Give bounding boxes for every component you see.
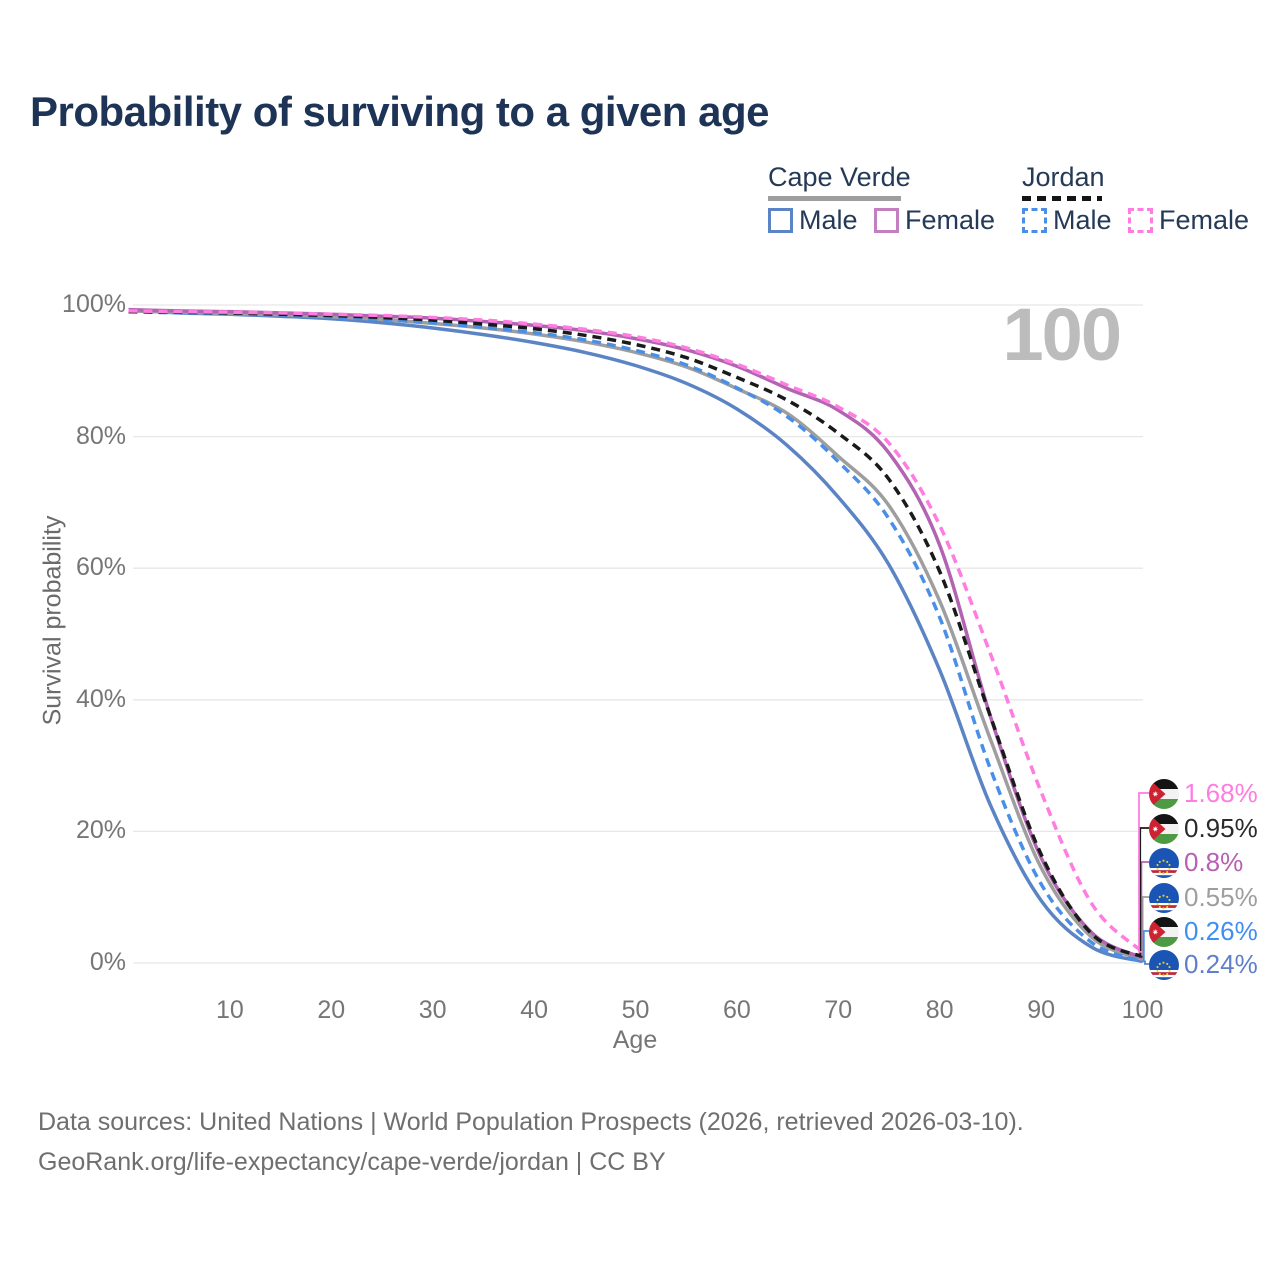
end-label-jordan-female[interactable]: 1.68% xyxy=(1149,778,1258,809)
series-line-jordan-female[interactable] xyxy=(128,309,1144,954)
x-tick-label: 30 xyxy=(418,996,447,1024)
jordan-male-swatch-icon xyxy=(1022,208,1047,233)
end-label-leader-line xyxy=(1138,792,1151,953)
jordan-female-swatch-icon xyxy=(1128,208,1153,233)
y-tick-label: 60% xyxy=(75,553,126,582)
y-tick-label: 100% xyxy=(62,290,126,318)
cape-verde-female-swatch-icon xyxy=(874,208,899,233)
end-label-cape-verde[interactable]: 0.55% xyxy=(1149,882,1258,913)
jordan-flag-icon xyxy=(1149,813,1179,844)
series-line-jordan[interactable] xyxy=(128,309,1144,959)
end-label-jordan-male[interactable]: 0.26% xyxy=(1149,916,1258,947)
end-label-leader-line xyxy=(1139,827,1151,958)
page-title: Probability of surviving to a given age xyxy=(30,88,769,135)
y-tick-label: 20% xyxy=(75,816,126,845)
jordan-flag-icon xyxy=(1149,778,1179,809)
legend-item-jordan-female[interactable]: Female xyxy=(1128,205,1249,236)
x-tick-label: 90 xyxy=(1027,996,1055,1024)
legend-item-label: Female xyxy=(905,205,996,235)
y-tick-label: 40% xyxy=(75,684,126,713)
x-tick-label: 20 xyxy=(317,996,346,1024)
end-label-leader-line xyxy=(1142,930,1151,963)
end-label-cape-verde-male[interactable]: 0.24% xyxy=(1149,949,1258,980)
end-label-value: 0.95% xyxy=(1184,813,1258,843)
citation-link[interactable]: GeoRank.org/life-expectancy/cape-verde/j… xyxy=(38,1148,666,1176)
x-tick-label: 60 xyxy=(722,996,751,1024)
x-tick-label: 40 xyxy=(520,996,548,1024)
legend-group-title-jordan: Jordan xyxy=(1022,162,1105,192)
end-label-value: 0.26% xyxy=(1184,916,1258,946)
data-sources-note: Data sources: United Nations | World Pop… xyxy=(38,1108,1024,1136)
y-tick-label: 80% xyxy=(75,421,126,450)
x-tick-label: 70 xyxy=(824,996,853,1024)
end-label-leader-line xyxy=(1140,861,1151,959)
legend-solid-line-sample xyxy=(768,196,901,201)
y-axis-title: Survival probability xyxy=(38,515,67,726)
x-tick-label: 50 xyxy=(621,996,650,1024)
series-line-cape-verde-female[interactable] xyxy=(128,307,1144,960)
cape-verde-flag-icon xyxy=(1149,949,1179,980)
legend-item-jordan-male[interactable]: Male xyxy=(1022,205,1112,236)
legend-item-label: Male xyxy=(799,205,858,235)
y-tick-label: 0% xyxy=(89,948,126,976)
end-label-jordan[interactable]: 0.95% xyxy=(1149,813,1258,844)
x-tick-label: 80 xyxy=(925,996,954,1024)
legend-dashed-line-sample xyxy=(1022,196,1102,201)
legend-group-title-cape-verde: Cape Verde xyxy=(768,162,911,192)
end-label-cape-verde-female[interactable]: 0.8% xyxy=(1149,847,1243,878)
legend-item-cape-verde-male[interactable]: Male xyxy=(768,205,858,236)
end-label-value: 1.68% xyxy=(1184,778,1258,808)
x-tick-label: 10 xyxy=(215,996,244,1024)
age-indicator-watermark: 100 xyxy=(1002,293,1122,376)
series-line-cape-verde[interactable] xyxy=(128,309,1144,962)
end-label-value: 0.55% xyxy=(1184,882,1258,912)
cape-verde-flag-icon xyxy=(1149,847,1179,878)
x-axis-title: Age xyxy=(612,1026,658,1054)
legend-item-cape-verde-female[interactable]: Female xyxy=(874,205,995,236)
jordan-flag-icon xyxy=(1149,916,1179,947)
cape-verde-flag-icon xyxy=(1149,882,1179,913)
end-label-value: 0.8% xyxy=(1184,847,1244,877)
cape-verde-male-swatch-icon xyxy=(768,208,793,233)
series-line-cape-verde-male[interactable] xyxy=(128,308,1143,964)
legend-item-label: Male xyxy=(1053,205,1112,235)
legend-item-label: Female xyxy=(1159,205,1250,235)
end-label-leader-line xyxy=(1141,896,1151,961)
end-label-value: 0.24% xyxy=(1184,949,1258,979)
series-line-jordan-male[interactable] xyxy=(128,309,1144,963)
x-tick-label: 100 xyxy=(1121,996,1164,1024)
